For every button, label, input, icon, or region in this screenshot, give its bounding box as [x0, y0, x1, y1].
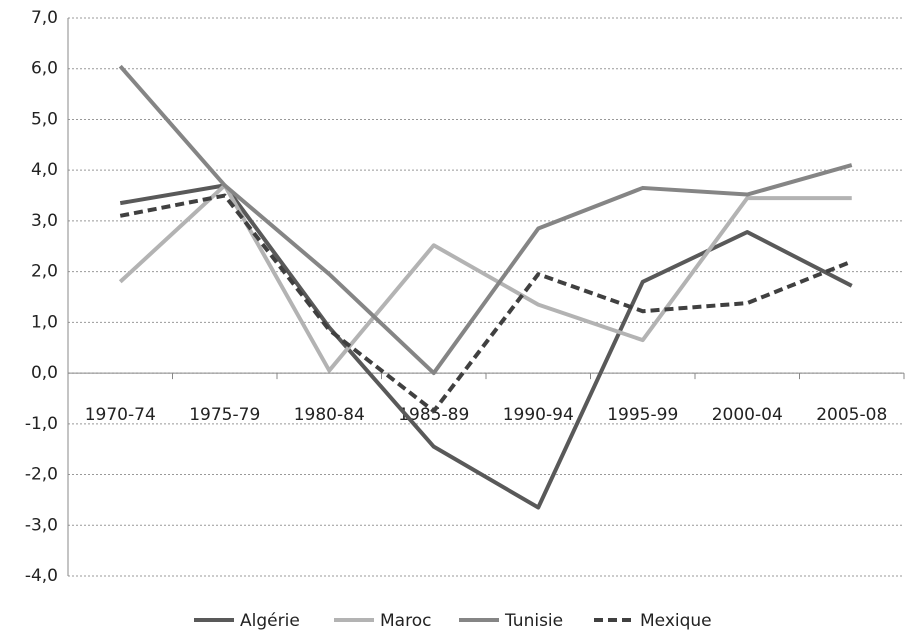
x-tick-label: 2000-04	[712, 405, 783, 425]
y-tick-label: 4,0	[31, 160, 58, 180]
y-tick-label: 1,0	[31, 312, 58, 332]
legend-label: Mexique	[640, 611, 712, 631]
x-tick-label: 1985-89	[398, 405, 469, 425]
y-tick-label: -1,0	[25, 414, 58, 434]
y-tick-label: 7,0	[31, 8, 58, 28]
x-tick-label: 1975-79	[189, 405, 260, 425]
y-tick-label: -3,0	[25, 515, 58, 535]
legend-label: Algérie	[240, 611, 300, 631]
x-tick-label: 1990-94	[503, 405, 574, 425]
y-tick-label: -2,0	[25, 465, 58, 485]
x-tick-label: 1980-84	[294, 405, 365, 425]
x-tick-label: 1995-99	[607, 405, 678, 425]
y-tick-label: 0,0	[31, 363, 58, 383]
series-line	[119, 193, 853, 414]
y-tick-label: 3,0	[31, 211, 58, 231]
y-tick-label: 6,0	[31, 59, 58, 79]
legend-label: Maroc	[380, 611, 431, 631]
x-tick-label: 1970-74	[85, 405, 156, 425]
y-tick-label: 2,0	[31, 262, 58, 282]
series-line	[119, 183, 853, 510]
series-line	[118, 64, 853, 376]
x-tick-label: 2005-08	[816, 405, 887, 425]
y-tick-label: 5,0	[31, 109, 58, 129]
y-tick-label: -4,0	[25, 566, 58, 586]
legend-label: Tunisie	[504, 611, 563, 631]
